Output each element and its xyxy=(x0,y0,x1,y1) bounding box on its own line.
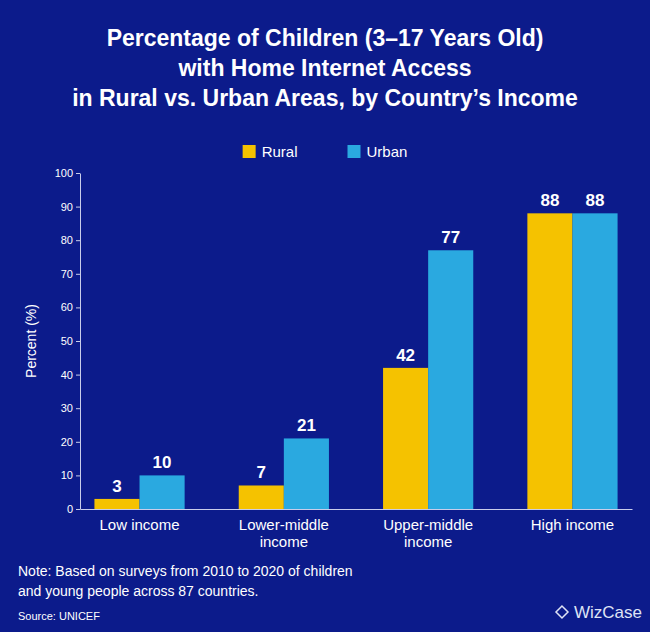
x-tick: Low income xyxy=(100,516,180,533)
y-axis-line xyxy=(80,174,81,510)
x-tick-label-line: income xyxy=(260,533,308,550)
data-label: 21 xyxy=(297,416,316,435)
data-label: 10 xyxy=(153,453,172,472)
bar xyxy=(428,250,473,509)
bars xyxy=(94,213,617,509)
y-tick-mark xyxy=(76,307,80,308)
y-tick-label: 80 xyxy=(61,234,73,246)
bar xyxy=(239,485,284,509)
x-tick-label-line: income xyxy=(404,533,452,550)
y-tick: 40 xyxy=(61,369,80,381)
y-tick-mark xyxy=(76,442,80,443)
credit-text: WizCase xyxy=(574,603,642,622)
y-tick-mark xyxy=(76,375,80,376)
title: Percentage of Children (3–17 Years Old) w… xyxy=(72,25,578,111)
data-label: 88 xyxy=(540,191,559,210)
y-tick-label: 0 xyxy=(67,503,73,515)
y-axis-title: Percent (%) xyxy=(23,304,39,378)
legend-item: Urban xyxy=(348,143,408,160)
y-tick-label: 50 xyxy=(61,335,73,347)
note-line: and young people across 87 countries. xyxy=(18,583,259,599)
note: Note: Based on surveys from 2010 to 2020… xyxy=(18,563,353,599)
data-label: 42 xyxy=(396,346,415,365)
y-tick-mark xyxy=(76,173,80,174)
legend-label: Urban xyxy=(367,143,408,160)
title-line: in Rural vs. Urban Areas, by Country’s I… xyxy=(72,85,578,111)
x-tick-label: Upper-middleincome xyxy=(383,516,473,550)
y-tick: 90 xyxy=(61,201,80,213)
x-tick-label: Low income xyxy=(100,516,180,533)
source: Source: UNICEF xyxy=(18,610,100,622)
y-tick-label: 60 xyxy=(61,301,73,313)
legend-swatch xyxy=(243,145,256,158)
y-tick: 70 xyxy=(61,268,80,280)
y-tick-label: 20 xyxy=(61,436,73,448)
x-axis-line xyxy=(81,509,633,510)
y-tick-mark xyxy=(76,509,80,510)
y-tick-mark xyxy=(76,207,80,208)
background xyxy=(0,0,650,632)
y-tick: 10 xyxy=(61,469,80,481)
bar xyxy=(94,499,139,509)
legend-item: Rural xyxy=(243,143,298,160)
y-tick: 60 xyxy=(61,301,80,313)
y-tick-label: 10 xyxy=(61,469,73,481)
y-tick: 50 xyxy=(61,335,80,347)
legend-label: Rural xyxy=(262,143,298,160)
data-label: 7 xyxy=(257,463,266,482)
data-label: 88 xyxy=(586,191,605,210)
x-axis: Low incomeLower-middleincomeUpper-middle… xyxy=(81,510,633,550)
bar xyxy=(572,213,617,509)
y-tick: 20 xyxy=(61,436,80,448)
y-tick-mark xyxy=(76,240,80,241)
y-tick-mark xyxy=(76,341,80,342)
y-axis: 0 10 20 30 40 50 60 70 80 90 100 xyxy=(55,167,81,515)
legend: Rural Urban xyxy=(243,143,408,160)
y-tick-label: 70 xyxy=(61,268,73,280)
bar xyxy=(284,438,329,509)
data-labels: 3 7 42 88 10 21 77 88 xyxy=(112,191,604,496)
x-tick: Upper-middleincome xyxy=(383,516,473,550)
bar xyxy=(527,213,572,509)
y-tick: 80 xyxy=(61,234,80,246)
y-tick-mark xyxy=(76,408,80,409)
chart-svg: Percentage of Children (3–17 Years Old) w… xyxy=(0,0,650,632)
x-tick-label-line: High income xyxy=(531,516,614,533)
x-tick-label-line: Upper-middle xyxy=(383,516,473,533)
title-line: with Home Internet Access xyxy=(177,55,471,81)
chart-container: Percentage of Children (3–17 Years Old) w… xyxy=(0,0,650,632)
y-tick-label: 90 xyxy=(61,201,73,213)
y-tick-mark xyxy=(76,475,80,476)
credit-icon xyxy=(556,606,568,618)
data-label: 3 xyxy=(112,477,121,496)
x-tick: Lower-middleincome xyxy=(239,516,329,550)
x-tick: High income xyxy=(531,516,614,533)
x-tick-label-line: Lower-middle xyxy=(239,516,329,533)
bar xyxy=(383,368,428,509)
credit: WizCase xyxy=(556,603,642,622)
note-line: Note: Based on surveys from 2010 to 2020… xyxy=(18,563,353,579)
y-tick-label: 100 xyxy=(55,167,73,179)
y-tick: 100 xyxy=(55,167,80,179)
y-tick: 0 xyxy=(67,503,80,515)
x-tick-label: Lower-middleincome xyxy=(239,516,329,550)
y-tick-mark xyxy=(76,274,80,275)
y-tick: 30 xyxy=(61,402,80,414)
title-line: Percentage of Children (3–17 Years Old) xyxy=(107,25,544,51)
bar xyxy=(140,475,185,509)
y-tick-label: 40 xyxy=(61,369,73,381)
data-label: 77 xyxy=(441,228,460,247)
x-tick-label-line: Low income xyxy=(100,516,180,533)
x-tick-label: High income xyxy=(531,516,614,533)
y-tick-label: 30 xyxy=(61,402,73,414)
legend-swatch xyxy=(348,145,361,158)
